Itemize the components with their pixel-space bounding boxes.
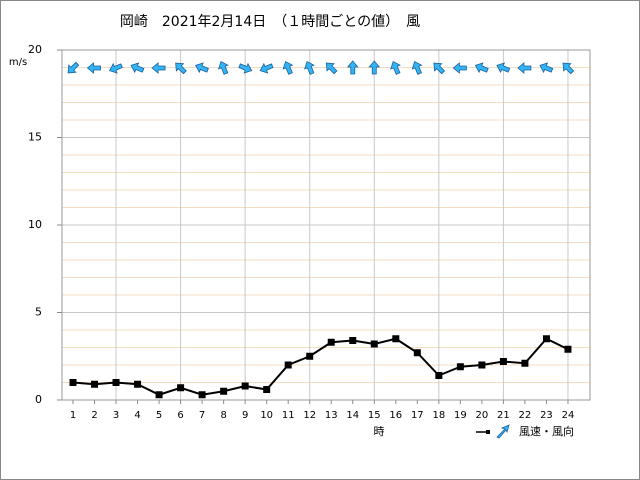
speed-marker	[349, 337, 357, 344]
speed-marker	[177, 384, 185, 392]
x-tick-label: 4	[134, 410, 140, 421]
wind-arrow	[433, 62, 446, 75]
speed-marker	[521, 359, 529, 367]
wind-arrow	[108, 62, 123, 74]
legend-arrow	[496, 424, 510, 439]
x-tick-label: 8	[220, 410, 226, 421]
wind-arrow	[238, 62, 253, 74]
speed-marker	[478, 361, 486, 369]
speed-marker	[263, 386, 271, 393]
x-tick-label: 16	[389, 410, 402, 421]
speed-line	[72, 337, 569, 396]
speed-marker	[499, 358, 507, 365]
x-tick-label: 15	[368, 410, 381, 421]
speed-marker	[413, 349, 421, 357]
x-tick-label: 21	[497, 410, 510, 421]
x-tick-label: 3	[113, 410, 119, 421]
y-axis-label: m/s	[9, 57, 27, 68]
x-tick-label: 23	[540, 410, 553, 421]
legend-text: 風速・風向	[519, 424, 574, 438]
wind-arrow	[496, 62, 511, 74]
speed-marker	[220, 387, 228, 395]
wind-arrow	[325, 62, 338, 75]
x-tick-label: 7	[199, 410, 205, 421]
wind-arrow	[539, 62, 554, 74]
wind-arrow	[151, 62, 166, 74]
wind-arrow	[282, 60, 294, 75]
speed-marker	[564, 345, 572, 353]
wind-arrow	[86, 62, 101, 74]
legend: 風速・風向	[476, 424, 574, 439]
x-tick-label: 14	[346, 410, 359, 421]
wind-arrow	[474, 62, 489, 74]
wind-arrow	[346, 60, 359, 75]
speed-marker	[69, 379, 77, 386]
x-tick-label: 2	[91, 410, 97, 421]
speed-marker	[392, 335, 400, 343]
x-tick-label: 24	[562, 410, 575, 421]
wind-arrow	[562, 62, 575, 75]
wind-arrow	[304, 60, 315, 75]
x-tick-label: 18	[432, 410, 445, 421]
x-tick-label: 1	[70, 410, 76, 421]
speed-marker	[370, 340, 378, 348]
speed-marker	[112, 379, 120, 386]
y-tick-label: 0	[35, 393, 42, 406]
x-tick-label: 6	[177, 410, 183, 421]
speed-marker	[327, 338, 335, 346]
x-tick-label: 22	[519, 410, 532, 421]
speed-marker	[198, 391, 206, 399]
wind-arrow	[175, 62, 187, 75]
x-tick-label: 5	[156, 410, 162, 421]
wind-arrow	[452, 62, 467, 74]
speed-marker	[284, 361, 292, 369]
speed-marker	[542, 335, 550, 343]
wind-arrow	[517, 62, 532, 74]
legend-marker	[486, 430, 490, 434]
y-tick-label: 20	[28, 43, 42, 56]
y-tick-label: 15	[28, 131, 42, 144]
wind-arrow	[218, 60, 229, 75]
x-tick-label: 20	[476, 410, 489, 421]
x-tick-label: 17	[411, 410, 424, 421]
x-tick-label: 11	[282, 410, 295, 421]
speed-marker	[155, 391, 163, 399]
plot-border	[61, 49, 591, 401]
speed-marker	[241, 382, 249, 390]
x-tick-label: 13	[325, 410, 338, 421]
x-tick-label: 12	[303, 410, 316, 421]
chart-title: 岡崎 2021年2月14日 （１時間ごとの値） 風	[120, 14, 420, 30]
speed-marker	[306, 352, 314, 360]
wind-arrow	[368, 60, 381, 75]
x-tick-label: 9	[242, 410, 248, 421]
wind-arrow	[67, 61, 80, 74]
wind-arrow	[195, 62, 209, 74]
wind-arrow	[390, 60, 401, 75]
wind-arrow	[411, 60, 423, 75]
wind-arrow	[130, 62, 145, 74]
speed-marker	[134, 380, 142, 388]
wind-arrow	[259, 62, 274, 74]
speed-marker	[456, 363, 464, 371]
x-tick-label: 19	[454, 410, 467, 421]
x-axis-label: 時	[374, 425, 385, 438]
speed-marker	[91, 380, 99, 388]
y-tick-label: 5	[35, 306, 42, 319]
y-tick-label: 10	[28, 218, 42, 231]
x-tick-label: 10	[260, 410, 273, 421]
speed-marker	[435, 372, 443, 379]
